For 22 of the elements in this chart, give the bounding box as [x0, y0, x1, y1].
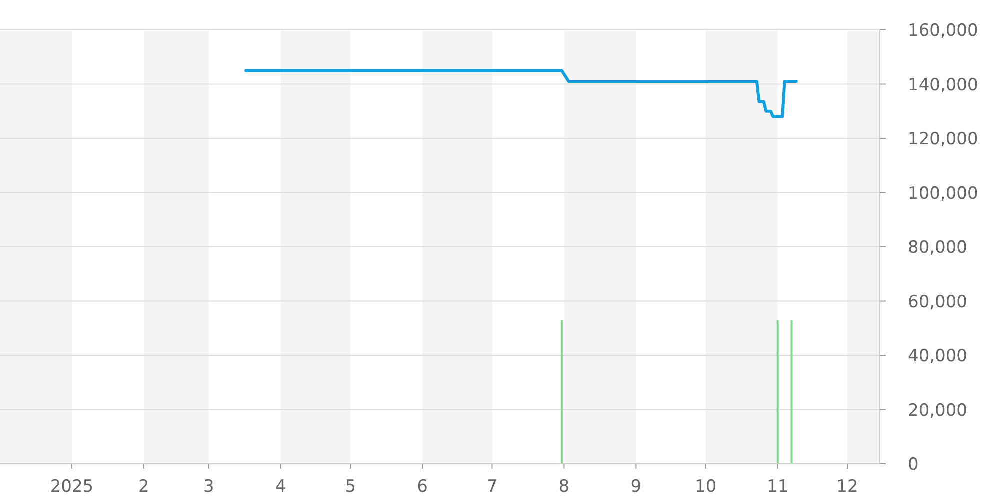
y-tick-label: 100,000: [908, 184, 978, 204]
y-tick-label: 80,000: [908, 238, 968, 258]
y-tick-label: 120,000: [908, 130, 978, 150]
x-tick-label: 3: [204, 477, 214, 497]
x-tick-label: 12: [836, 477, 858, 497]
x-tick-label: 2: [138, 477, 150, 497]
y-tick-label: 20,000: [908, 400, 968, 421]
y-tick-label: 40,000: [908, 346, 968, 366]
x-tick-label: 2025: [50, 477, 94, 497]
y-tick-label: 140,000: [908, 75, 978, 96]
x-tick-label: 6: [417, 477, 428, 497]
y-tick-label: 160,000: [908, 21, 978, 41]
x-tick-label: 10: [695, 477, 717, 497]
x-tick-label: 5: [345, 477, 356, 497]
x-tick-label: 8: [558, 477, 570, 497]
line-series: [244, 69, 798, 118]
y-tick-label: 60,000: [908, 292, 968, 312]
y-tick-label: 0: [908, 455, 919, 475]
x-tick-label: 4: [276, 477, 286, 497]
x-tick-label: 7: [486, 477, 498, 497]
x-tick-label: 11: [767, 477, 789, 497]
x-tick-label: 9: [630, 477, 642, 497]
